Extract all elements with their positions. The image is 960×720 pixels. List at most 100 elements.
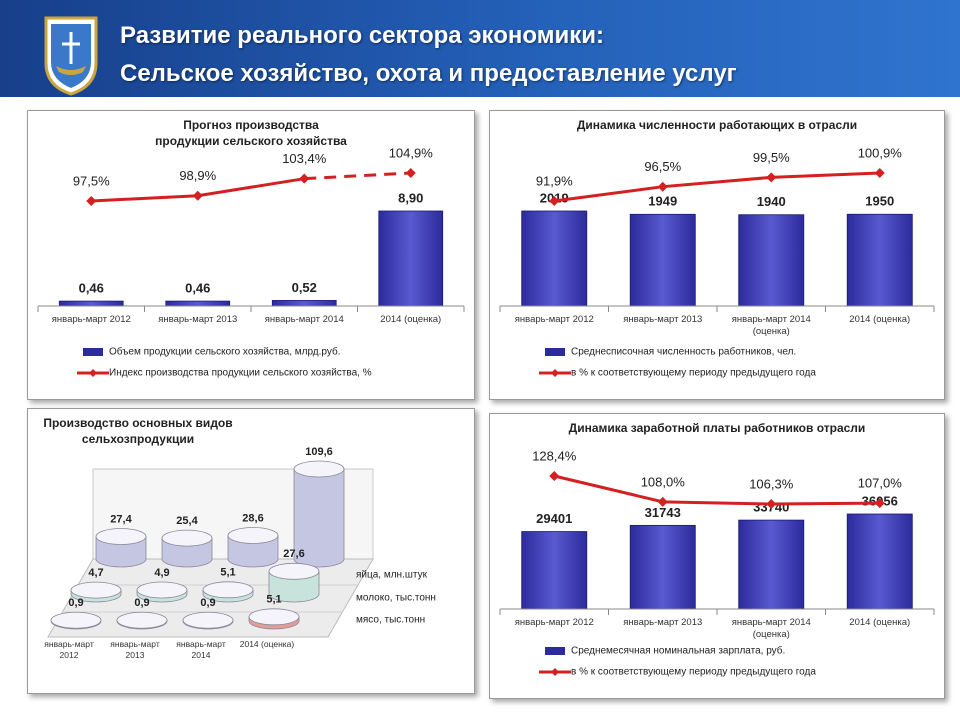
chart: Динамика численности работающих в отрасл…: [499, 118, 935, 379]
cylinder-top: [161, 529, 213, 547]
x-tick-label: январь-март 2014: [264, 314, 344, 325]
chart-title: Прогноз производства: [183, 118, 319, 132]
legend-label: в % к соответствующему периоду предыдуще…: [571, 368, 816, 379]
cylinder: [227, 535, 279, 568]
cylinder-top: [182, 611, 234, 629]
x-tick-label: 2014 (оценка): [849, 617, 911, 628]
bar-value-label: 0,46: [79, 281, 104, 296]
cylinder-value-label: 27,6: [283, 548, 304, 560]
legend-label: Среднемесячная номинальная зарплата, руб…: [571, 645, 785, 657]
legend-swatch: [545, 647, 565, 655]
bar-value-label: 0,52: [292, 280, 317, 295]
line-value-label: 100,9%: [858, 145, 903, 160]
cylinder-top: [293, 460, 345, 478]
cylinder-value-label: 5,1: [220, 567, 235, 579]
line-value-label: 103,4%: [282, 151, 327, 166]
bar: [738, 519, 805, 610]
bar-value-label: 8,90: [398, 190, 423, 205]
chart-title: сельхозпродукции: [82, 432, 194, 446]
bar-value-label: 1950: [865, 194, 894, 209]
cylinder-value-label: 27,4: [110, 513, 132, 525]
chart-panel: Динамика заработной платы работников отр…: [489, 413, 945, 699]
logo: [44, 16, 98, 96]
bar: [165, 300, 231, 307]
bar-value-label: 0,46: [185, 281, 210, 296]
bar-value-label: 1940: [757, 194, 786, 209]
bar-value-label: 31743: [645, 505, 681, 520]
line-marker: [874, 168, 885, 178]
line-value-label: 98,9%: [179, 168, 216, 183]
chart-panel: Динамика численности работающих в отрасл…: [489, 110, 945, 400]
cylinder-value-label: 4,9: [154, 567, 169, 579]
header: Развитие реального сектора экономики: Се…: [0, 0, 960, 97]
chart-panel: Производство основных видов сельхозпродук…: [27, 408, 475, 694]
cylinder-value-label: 109,6: [305, 446, 333, 458]
bar: [271, 300, 337, 307]
line-value-label: 128,4%: [532, 448, 577, 463]
cylinder: [95, 536, 147, 568]
bar-value-label: 29401: [536, 511, 572, 526]
line-marker: [766, 499, 777, 509]
cylinder-top: [227, 527, 279, 544]
legend-swatch: [551, 369, 559, 377]
cylinder-value-label: 0,9: [200, 597, 215, 609]
row-label: молоко, тыс.тонн: [356, 593, 436, 604]
legend-swatch: [545, 348, 565, 356]
bar: [521, 531, 588, 610]
line-marker: [549, 471, 560, 481]
bar: [738, 214, 805, 307]
bar: [521, 210, 588, 307]
cylinder-value-label: 0,9: [68, 597, 83, 609]
line-marker: [192, 190, 203, 201]
cylinder-value-label: 25,4: [176, 515, 198, 527]
legend-swatch: [551, 668, 559, 676]
bar: [629, 524, 696, 610]
cylinder-value-label: 0,9: [134, 597, 149, 609]
x-tick-label: 2014 (оценка): [380, 314, 442, 325]
legend-label: Объем продукции сельского хозяйства, млр…: [109, 346, 340, 358]
chart: Динамика заработной платы работников отр…: [499, 421, 935, 678]
x-tick-label: январь-март 2013: [623, 314, 703, 325]
line-marker: [874, 498, 885, 509]
cylinder-top: [70, 581, 122, 599]
x-tick-label: январь-март 2012: [514, 314, 594, 325]
line-value-label: 97,5%: [73, 173, 110, 188]
line-value-label: 96,5%: [644, 159, 681, 174]
x-tick-label: январь-март 2012: [44, 639, 94, 660]
chart-title: Динамика заработной платы работников отр…: [569, 421, 866, 435]
x-tick-label: январь-март 2013: [110, 639, 160, 660]
x-tick-label: 2014 (оценка): [239, 639, 295, 649]
x-tick-label: январь-март 2012: [514, 617, 594, 628]
bar: [846, 213, 913, 307]
header-title-line: Развитие реального сектора экономики:: [120, 22, 605, 49]
bar-value-label: 1949: [648, 194, 677, 209]
legend-label: Индекс производства продукции сельского …: [109, 368, 372, 379]
x-tick-label: январь-март 2013: [623, 617, 703, 628]
row-label: мясо, тыс.тонн: [356, 615, 425, 626]
bar: [58, 300, 124, 307]
line-value-label: 108,0%: [641, 474, 686, 489]
line-marker: [657, 496, 668, 507]
line-dashed-segment: [304, 171, 411, 181]
x-tick-label: январь-март 2014: [176, 639, 226, 660]
chart-title: Производство основных видов: [43, 416, 232, 430]
chart-panel: Прогноз производства продукции сельского …: [27, 110, 475, 400]
line-marker: [405, 168, 416, 178]
line-marker: [766, 172, 777, 183]
legend-label: в % к соответствующему периоду предыдуще…: [571, 667, 816, 678]
x-tick-label: январь-март 2014 (оценка): [731, 314, 811, 337]
chart: Прогноз производства продукции сельского …: [37, 118, 465, 379]
x-tick-label: 2014 (оценка): [849, 314, 911, 325]
x-tick-label: январь-март 2014 (оценка): [731, 617, 811, 640]
chart-title: Динамика численности работающих в отрасл…: [577, 118, 857, 132]
cylinder-top: [248, 608, 300, 626]
line-value-label: 106,3%: [749, 476, 794, 491]
line-value-label: 91,9%: [536, 173, 573, 188]
line-value-label: 99,5%: [753, 150, 790, 165]
legend-swatch: [83, 348, 103, 356]
line-marker: [549, 196, 560, 206]
chart-title: продукции сельского хозяйства: [155, 134, 347, 148]
cylinder-top: [202, 581, 254, 599]
cylinder-top: [116, 611, 168, 629]
